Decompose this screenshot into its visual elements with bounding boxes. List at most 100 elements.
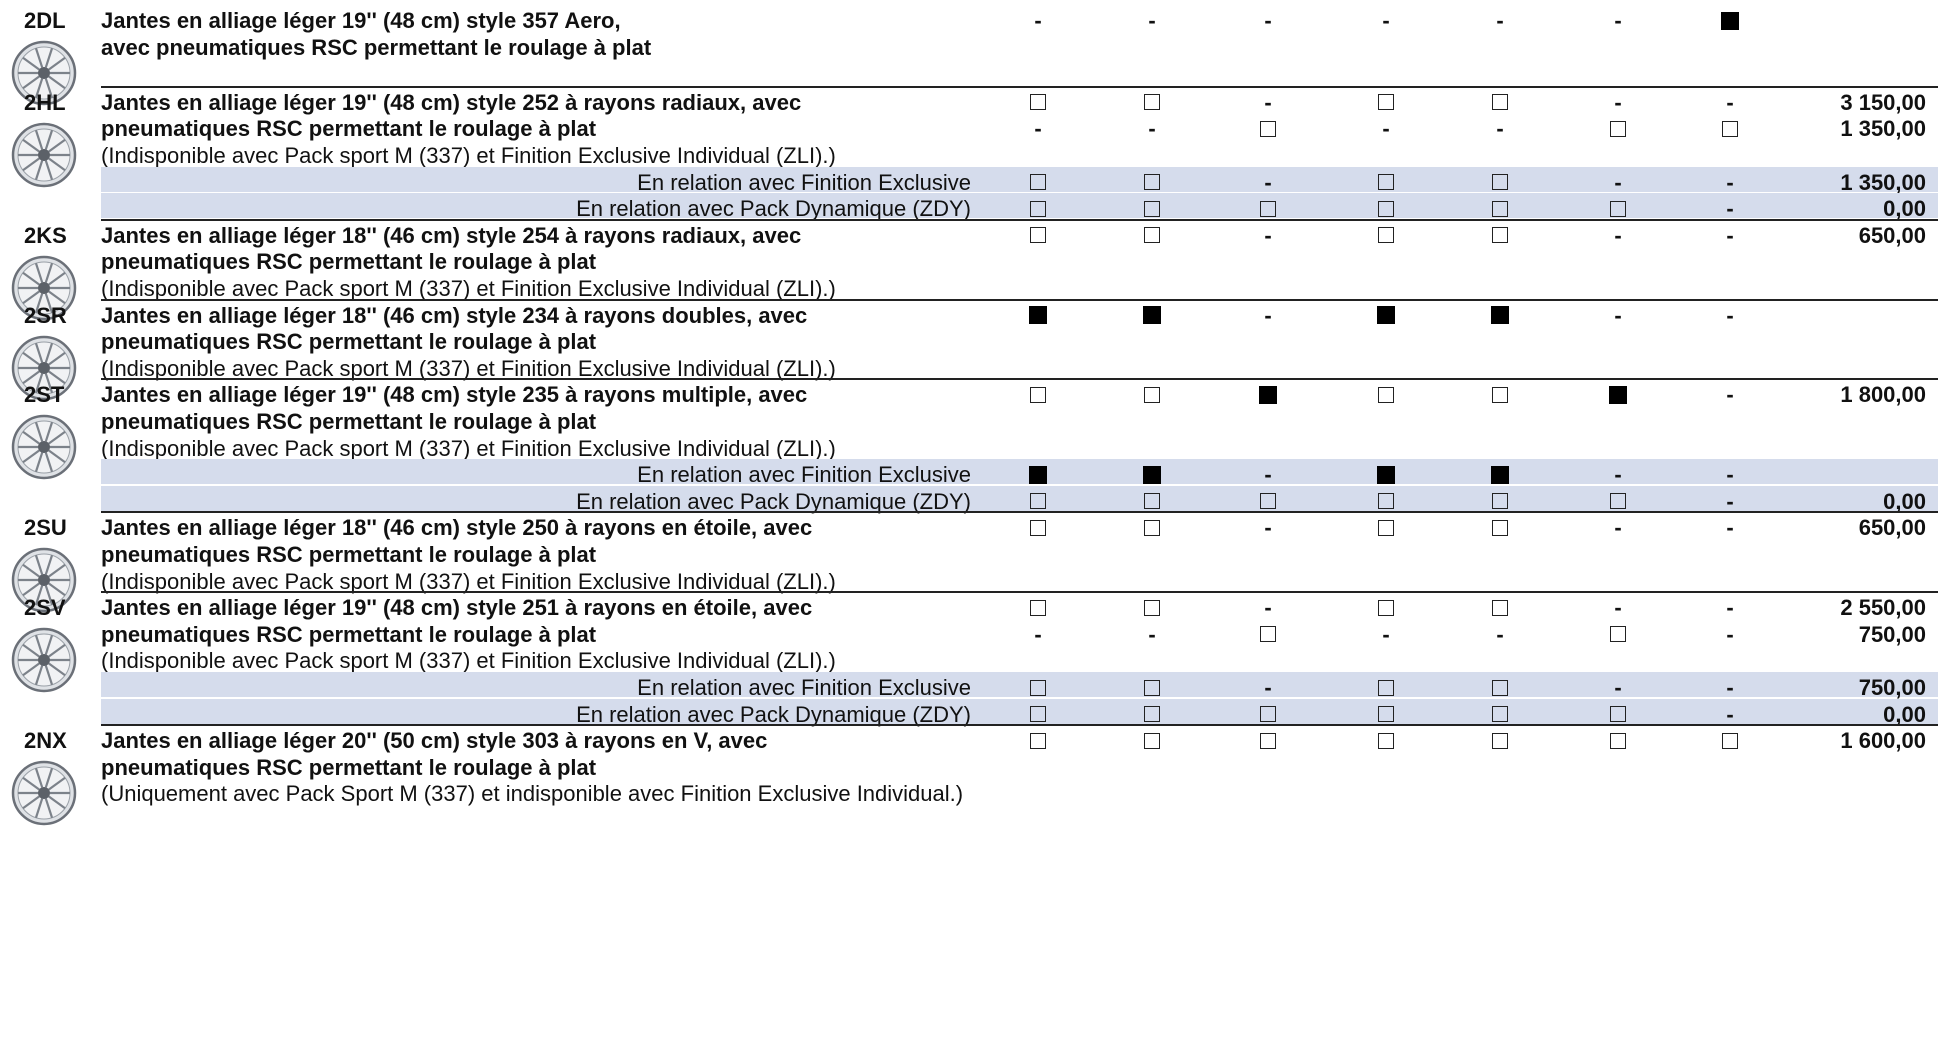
option-note: (Indisponible avec Pack sport M (337) et… bbox=[101, 276, 836, 301]
availability-mark: - bbox=[1248, 220, 1288, 252]
option-code: 2HL bbox=[24, 89, 66, 115]
optional-checkbox-mark bbox=[1378, 227, 1394, 244]
unavailable-dash: - bbox=[1726, 196, 1734, 222]
availability-mark bbox=[1480, 672, 1520, 704]
option-note: (Indisponible avec Pack sport M (337) et… bbox=[101, 435, 836, 461]
relation-label: En relation avec Pack Dynamique (ZDY) bbox=[576, 488, 971, 514]
optional-checkbox-mark bbox=[1030, 599, 1046, 616]
option-row: pneumatiques RSC permettant le roulage à… bbox=[0, 406, 1938, 438]
option-price: 2 550,00 bbox=[1840, 595, 1926, 621]
option-row: pneumatiques RSC permettant le roulage à… bbox=[0, 246, 1938, 278]
option-row: 2DL Jantes en alliage léger 19'' (48 cm) … bbox=[0, 5, 1938, 37]
option-row: 2SR Jantes en alliage léger 18'' (46 cm) … bbox=[0, 300, 1938, 332]
optional-checkbox-mark bbox=[1378, 599, 1394, 616]
availability-mark bbox=[1018, 193, 1058, 225]
optional-checkbox-mark bbox=[1030, 200, 1046, 217]
relation-label: En relation avec Pack Dynamique (ZDY) bbox=[576, 196, 971, 222]
availability-mark bbox=[1366, 379, 1406, 411]
availability-mark bbox=[1248, 379, 1288, 411]
option-description: Jantes en alliage léger 19'' (48 cm) sty… bbox=[101, 8, 621, 33]
availability-mark bbox=[1598, 113, 1638, 145]
wheel-rim-icon bbox=[11, 548, 77, 613]
option-note-row: (Indisponible avec Pack sport M (337) et… bbox=[0, 140, 1938, 172]
availability-mark bbox=[1132, 512, 1172, 544]
unavailable-dash: - bbox=[1726, 169, 1734, 195]
availability-mark: - bbox=[1710, 486, 1750, 518]
unavailable-dash: - bbox=[1614, 169, 1622, 195]
unavailable-dash: - bbox=[1382, 116, 1390, 142]
availability-mark bbox=[1480, 699, 1520, 731]
optional-checkbox-mark bbox=[1260, 732, 1276, 749]
optional-checkbox-mark bbox=[1610, 493, 1626, 510]
availability-mark bbox=[1018, 379, 1058, 411]
optional-checkbox-mark bbox=[1378, 94, 1394, 111]
availability-mark: - bbox=[1598, 672, 1638, 704]
option-price: 650,00 bbox=[1858, 222, 1926, 248]
availability-mark bbox=[1132, 699, 1172, 731]
optional-checkbox-mark bbox=[1030, 706, 1046, 723]
standard-equipment-mark bbox=[1029, 465, 1047, 484]
optional-checkbox-mark bbox=[1492, 94, 1508, 111]
relation-row: En relation avec Pack Dynamique (ZDY) - 0,… bbox=[101, 193, 1938, 222]
unavailable-dash: - bbox=[1614, 675, 1622, 700]
option-row: pneumatiques RSC permettant le roulage à… bbox=[0, 539, 1938, 571]
optional-checkbox-mark bbox=[1492, 200, 1508, 217]
unavailable-dash: - bbox=[1726, 675, 1734, 700]
optional-checkbox-mark bbox=[1378, 520, 1394, 537]
availability-mark: - bbox=[1248, 512, 1288, 544]
unavailable-dash: - bbox=[1726, 222, 1734, 248]
unavailable-dash: - bbox=[1264, 89, 1272, 115]
availability-mark bbox=[1248, 619, 1288, 651]
availability-mark bbox=[1132, 459, 1172, 491]
option-code: 2ST bbox=[24, 382, 65, 408]
availability-mark: - bbox=[1248, 672, 1288, 704]
availability-mark: - bbox=[1710, 220, 1750, 252]
option-separator-line bbox=[101, 218, 1938, 221]
optional-checkbox-mark bbox=[1610, 626, 1626, 643]
optional-checkbox-mark bbox=[1492, 493, 1508, 510]
wheel-rim-icon bbox=[11, 415, 77, 480]
availability-mark: - bbox=[1480, 619, 1520, 651]
availability-mark bbox=[1366, 672, 1406, 704]
wheel-rim-icon bbox=[11, 627, 77, 693]
availability-mark bbox=[1132, 193, 1172, 225]
optional-checkbox-mark bbox=[1144, 94, 1160, 111]
availability-mark bbox=[1366, 486, 1406, 518]
availability-mark: - bbox=[1710, 672, 1750, 704]
availability-mark: - bbox=[1248, 5, 1288, 37]
availability-mark bbox=[1018, 459, 1058, 491]
optional-checkbox-mark bbox=[1378, 200, 1394, 217]
availability-mark: - bbox=[1710, 87, 1750, 119]
optional-checkbox-mark bbox=[1492, 732, 1508, 749]
availability-mark bbox=[1248, 113, 1288, 145]
relation-label: En relation avec Finition Exclusive bbox=[637, 675, 971, 700]
option-price: 1 350,00 bbox=[1840, 116, 1926, 142]
unavailable-dash: - bbox=[1264, 462, 1272, 488]
availability-mark bbox=[1710, 113, 1750, 145]
availability-mark: - bbox=[1710, 699, 1750, 731]
unavailable-dash: - bbox=[1148, 8, 1156, 33]
option-note: (Indisponible avec Pack sport M (337) et… bbox=[101, 355, 836, 381]
wheel-rim-icon bbox=[11, 40, 77, 106]
availability-mark bbox=[1480, 220, 1520, 252]
availability-mark bbox=[1132, 87, 1172, 119]
unavailable-dash: - bbox=[1614, 302, 1622, 328]
unavailable-dash: - bbox=[1264, 169, 1272, 195]
optional-checkbox-mark bbox=[1030, 227, 1046, 244]
availability-mark bbox=[1018, 512, 1058, 544]
availability-mark bbox=[1710, 5, 1750, 37]
unavailable-dash: - bbox=[1726, 302, 1734, 328]
relation-label: En relation avec Pack Dynamique (ZDY) bbox=[576, 701, 971, 727]
availability-mark: - bbox=[1598, 167, 1638, 199]
unavailable-dash: - bbox=[1264, 222, 1272, 248]
unavailable-dash: - bbox=[1614, 89, 1622, 115]
wheel-rim-icon bbox=[11, 255, 77, 321]
option-note-row: (Indisponible avec Pack sport M (337) et… bbox=[0, 273, 1938, 305]
optional-checkbox-mark bbox=[1260, 706, 1276, 723]
option-description: Jantes en alliage léger 19'' (48 cm) sty… bbox=[101, 382, 808, 408]
availability-mark: - bbox=[1248, 167, 1288, 199]
availability-mark bbox=[1018, 672, 1058, 704]
relation-price: 1 350,00 bbox=[1840, 169, 1926, 195]
unavailable-dash: - bbox=[1726, 621, 1734, 647]
availability-mark bbox=[1248, 699, 1288, 731]
